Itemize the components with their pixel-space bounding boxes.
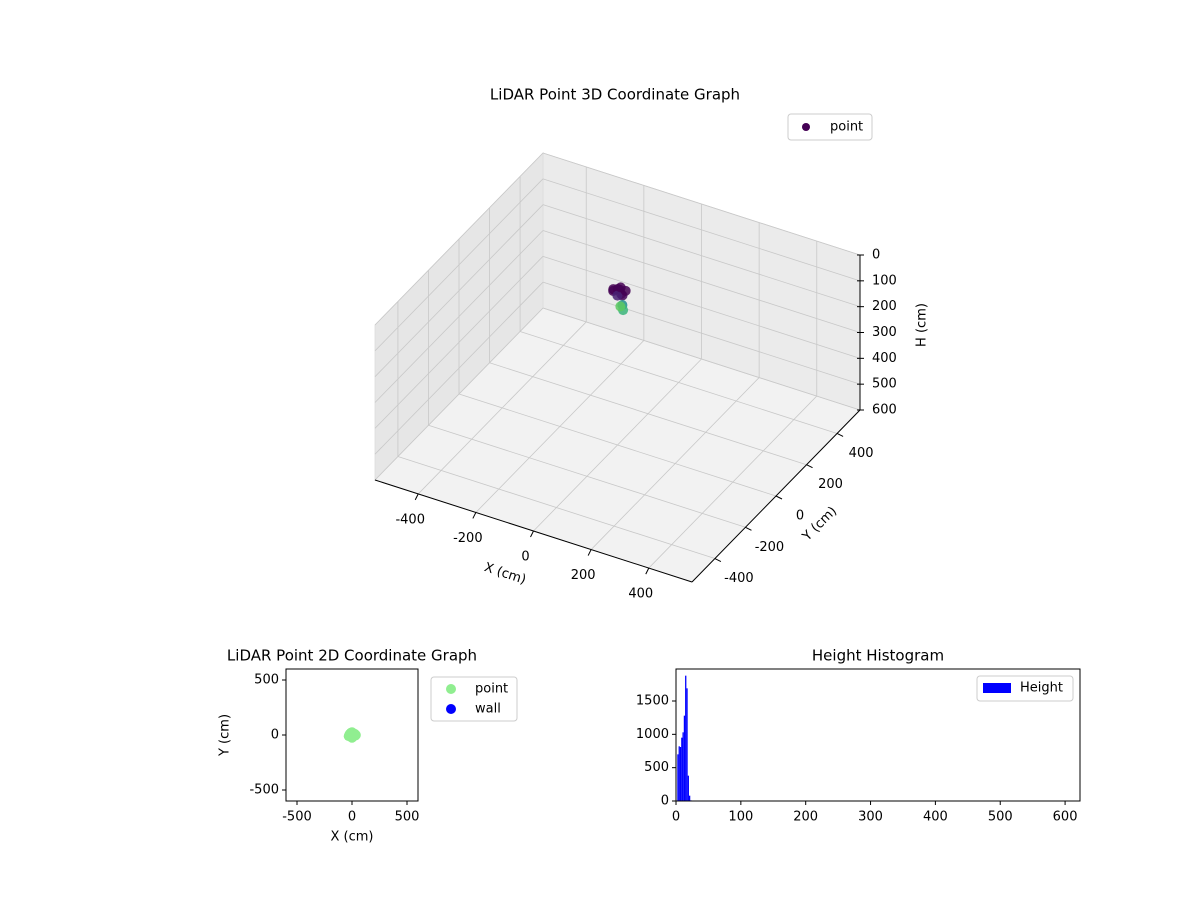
grid-line xyxy=(428,424,746,528)
bar xyxy=(682,732,684,801)
legend-label: wall xyxy=(475,702,501,717)
plot-frame xyxy=(285,668,419,802)
tick-mark xyxy=(836,433,844,437)
bar xyxy=(687,775,689,801)
x-tick-label: 0 xyxy=(348,810,356,825)
legend-box xyxy=(976,675,1074,702)
z-tick-label: 0 xyxy=(872,248,880,263)
x-tick-label: 600 xyxy=(1053,810,1078,825)
tick-mark xyxy=(530,530,534,538)
legend-marker xyxy=(983,683,1011,693)
x-tick-label: 200 xyxy=(793,810,818,825)
chart-title: LiDAR Point 2D Coordinate Graph xyxy=(227,647,477,665)
y-tick-label: 0 xyxy=(661,794,669,809)
grid-line xyxy=(374,307,544,481)
z-tick-label: 400 xyxy=(872,351,897,366)
legend-marker xyxy=(446,704,456,714)
x-tick-label: -400 xyxy=(395,512,425,527)
x-axis-label: X (cm) xyxy=(331,830,374,845)
grid-line xyxy=(542,281,861,385)
grid-line xyxy=(397,456,716,559)
chart-title: Height Histogram xyxy=(812,647,944,665)
bar xyxy=(679,747,682,801)
y-tick-label: 0 xyxy=(271,728,279,743)
grid-line xyxy=(374,230,544,403)
bar xyxy=(677,754,679,801)
grid-line xyxy=(374,204,544,377)
x-tick-label: 200 xyxy=(571,568,596,583)
y-tick-label: -400 xyxy=(724,571,754,586)
y-axis-label: Y (cm) xyxy=(799,504,840,545)
tick-mark xyxy=(472,512,477,519)
grid-line xyxy=(542,178,861,282)
grid-line xyxy=(489,362,807,466)
y-tick-label: -200 xyxy=(755,540,785,555)
x-tick-label: 0 xyxy=(672,810,680,825)
grid-line xyxy=(374,256,544,429)
x-tick-label: 300 xyxy=(858,810,883,825)
z-tick-label: 100 xyxy=(872,273,897,288)
y-tick-label: 1000 xyxy=(636,727,669,742)
legend-label: Height xyxy=(1020,681,1063,696)
y-tick-label: 0 xyxy=(796,509,804,524)
bar xyxy=(688,795,691,801)
z-tick-label: 300 xyxy=(872,325,897,340)
plot-frame xyxy=(675,668,1081,802)
tick-mark xyxy=(775,495,783,500)
y-tick-label: 200 xyxy=(818,477,843,492)
point xyxy=(612,290,623,301)
y-tick-label: 400 xyxy=(849,446,874,461)
grid-line xyxy=(542,255,861,359)
y-axis-label: Y (cm) xyxy=(218,714,233,757)
point xyxy=(615,282,626,293)
bar xyxy=(686,688,688,801)
chart-title: LiDAR Point 3D Coordinate Graph xyxy=(490,86,740,104)
point xyxy=(343,731,354,742)
grid-line xyxy=(542,307,861,411)
bar xyxy=(678,746,680,801)
tick-mark xyxy=(414,493,419,501)
grid-line xyxy=(458,393,777,497)
grid-line xyxy=(542,204,861,308)
x-tick-label: 400 xyxy=(628,587,653,602)
grid-line xyxy=(374,152,544,326)
x-tick-label: 400 xyxy=(923,810,948,825)
x-tick-label: 500 xyxy=(988,810,1013,825)
z-tick-label: 200 xyxy=(872,299,897,314)
y-axis-line xyxy=(691,409,861,583)
bar xyxy=(685,675,687,801)
tick-mark xyxy=(714,558,722,562)
x-tick-label: -500 xyxy=(282,810,312,825)
point xyxy=(615,301,626,312)
bar xyxy=(683,715,686,801)
grid-line xyxy=(542,152,861,256)
legend-label: point xyxy=(475,682,508,697)
y-tick-label: 500 xyxy=(644,760,669,775)
legend-marker xyxy=(446,684,456,694)
x-tick-label: -200 xyxy=(453,531,483,546)
z-axis-label: H (cm) xyxy=(915,303,930,347)
y-tick-label: 500 xyxy=(254,673,279,688)
z-tick-label: 500 xyxy=(872,377,897,392)
tick-mark xyxy=(806,464,813,469)
x-axis-line xyxy=(374,479,693,583)
grid-line xyxy=(519,331,838,434)
z-tick-label: 600 xyxy=(872,403,897,418)
tick-mark xyxy=(587,549,592,556)
bar xyxy=(681,737,683,801)
x-tick-label: 0 xyxy=(521,550,529,565)
grid-line xyxy=(374,281,544,455)
tick-mark xyxy=(645,567,650,575)
legend-label: point xyxy=(830,120,863,135)
y-tick-label: -500 xyxy=(249,783,279,798)
legend-marker xyxy=(802,123,810,131)
x-tick-label: 100 xyxy=(728,810,753,825)
y-tick-label: 1500 xyxy=(636,694,669,709)
legend-box xyxy=(787,113,873,141)
grid-line xyxy=(374,178,544,352)
tick-mark xyxy=(745,526,752,531)
grid-line xyxy=(542,230,861,333)
x-tick-label: 500 xyxy=(395,810,420,825)
